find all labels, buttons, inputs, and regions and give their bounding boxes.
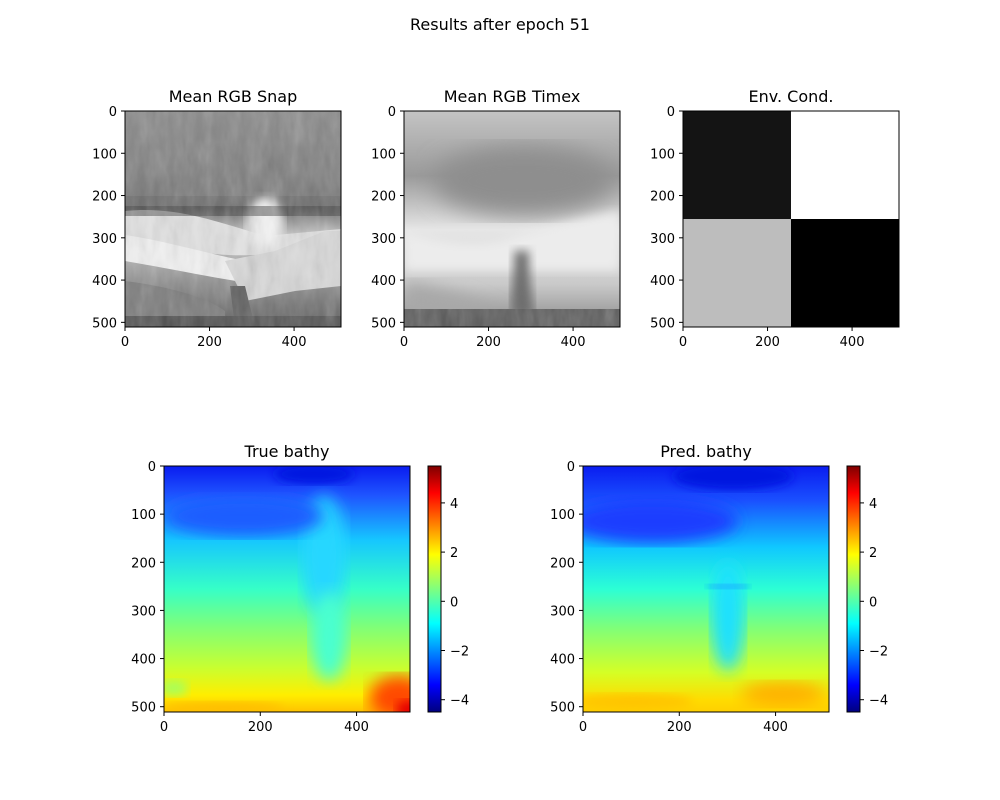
timex-image xyxy=(404,111,620,327)
colorbar-pred-bathy: 4 2 0 −2 −4 xyxy=(846,465,888,713)
y-tick-label: 500 xyxy=(92,316,117,331)
y-tick-label: 200 xyxy=(550,556,575,571)
y-tick-label: 100 xyxy=(650,147,675,162)
env-cond-grid xyxy=(683,111,899,327)
env-cond-cell xyxy=(683,219,791,327)
panel-title: Mean RGB Timex xyxy=(444,87,581,106)
colorbar-true-bathy: 4 2 0 −2 −4 xyxy=(427,465,469,713)
y-tick-label: 200 xyxy=(92,190,117,205)
y-tick-label: 300 xyxy=(92,232,117,247)
y-tick-label: 200 xyxy=(131,556,156,571)
y-tick-label: 500 xyxy=(650,316,675,331)
panel-title: Env. Cond. xyxy=(749,87,834,106)
y-tick-label: 0 xyxy=(148,460,156,475)
y-tick-label: 100 xyxy=(92,147,117,162)
env-cond-cell xyxy=(791,219,899,327)
colorbar-tick-label: 4 xyxy=(450,497,458,512)
x-tick-label: 0 xyxy=(579,720,587,735)
pred-bathy-image xyxy=(583,466,829,712)
x-tick-label: 200 xyxy=(667,720,692,735)
panel-title: True bathy xyxy=(244,442,330,461)
y-tick-label: 100 xyxy=(131,508,156,523)
y-tick-label: 0 xyxy=(109,105,117,120)
env-cond-cell xyxy=(791,111,899,219)
x-tick-label: 400 xyxy=(282,335,307,350)
y-tick-label: 300 xyxy=(550,604,575,619)
colorbar-tick-label: −4 xyxy=(869,694,888,709)
x-tick-label: 0 xyxy=(679,335,687,350)
y-tick-label: 100 xyxy=(550,508,575,523)
y-tick-label: 400 xyxy=(131,653,156,668)
x-tick-label: 200 xyxy=(197,335,222,350)
x-tick-label: 400 xyxy=(344,720,369,735)
panel-true-bathy: True bathy 0 200 400 0 100 200 300 400 500 xyxy=(131,442,411,735)
y-tick-label: 500 xyxy=(550,701,575,716)
x-tick-label: 200 xyxy=(248,720,273,735)
y-tick-label: 300 xyxy=(371,232,396,247)
colorbar-tick-label: −4 xyxy=(450,694,469,709)
y-tick-label: 0 xyxy=(388,105,396,120)
x-tick-label: 400 xyxy=(840,335,865,350)
y-tick-label: 0 xyxy=(667,105,675,120)
x-tick-label: 0 xyxy=(160,720,168,735)
true-bathy-image xyxy=(164,466,410,712)
x-tick-label: 400 xyxy=(763,720,788,735)
y-tick-label: 100 xyxy=(371,147,396,162)
env-cond-cell xyxy=(683,111,791,219)
snap-image xyxy=(125,111,341,327)
y-tick-label: 300 xyxy=(131,604,156,619)
x-tick-label: 0 xyxy=(121,335,129,350)
panel-pred-bathy: Pred. bathy 0 200 400 0 100 200 300 400 500 xyxy=(550,442,830,735)
panel-env-cond: Env. Cond. 0 200 400 0 100 200 300 400 500 xyxy=(650,87,900,350)
colorbar-tick-label: 2 xyxy=(869,546,877,561)
colorbar-tick-label: 0 xyxy=(450,595,458,610)
panel-mean-rgb-timex: Mean RGB Timex 0 200 400 0 100 200 300 400 500 xyxy=(371,87,621,350)
y-tick-label: 400 xyxy=(371,274,396,289)
figure-title: Results after epoch 51 xyxy=(410,15,590,34)
colorbar-tick-label: 0 xyxy=(869,595,877,610)
panel-title: Pred. bathy xyxy=(660,442,752,461)
y-tick-label: 0 xyxy=(567,460,575,475)
colorbar-tick-label: 2 xyxy=(450,546,458,561)
x-tick-label: 200 xyxy=(755,335,780,350)
y-tick-label: 500 xyxy=(371,316,396,331)
x-tick-label: 200 xyxy=(476,335,501,350)
y-tick-label: 400 xyxy=(550,653,575,668)
colorbar-tick-label: 4 xyxy=(869,497,877,512)
y-tick-label: 400 xyxy=(92,274,117,289)
x-tick-label: 0 xyxy=(400,335,408,350)
panel-mean-rgb-snap: Mean RGB Snap 0 200 400 0 100 200 300 400 500 xyxy=(92,87,342,350)
x-tick-label: 400 xyxy=(561,335,586,350)
y-tick-label: 200 xyxy=(371,190,396,205)
y-tick-label: 400 xyxy=(650,274,675,289)
colorbar-tick-label: −2 xyxy=(450,645,469,660)
colorbar-tick-label: −2 xyxy=(869,645,888,660)
y-tick-label: 500 xyxy=(131,701,156,716)
y-tick-label: 300 xyxy=(650,232,675,247)
y-tick-label: 200 xyxy=(650,190,675,205)
panel-title: Mean RGB Snap xyxy=(169,87,298,106)
